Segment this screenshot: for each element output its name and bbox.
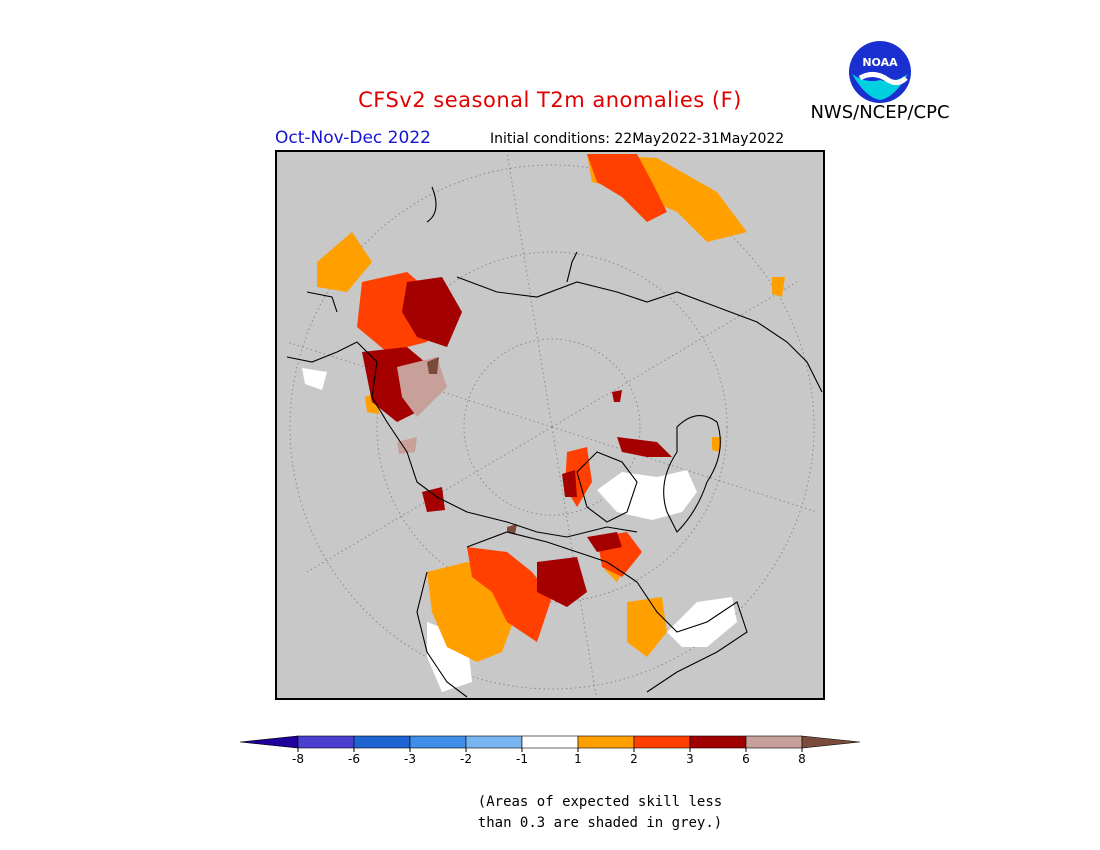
colorbar-segment <box>465 735 523 749</box>
colorbar-tick-label: 8 <box>798 752 806 766</box>
graticule <box>286 152 818 698</box>
colorbar-tick-label: 1 <box>574 752 582 766</box>
coastlines <box>286 186 823 698</box>
colorbar-segment <box>689 735 747 749</box>
colorbar-left-arrow <box>239 735 299 749</box>
anomaly-above-8-region <box>427 357 517 534</box>
footnote-line-1: (Areas of expected skill less <box>477 794 723 810</box>
colorbar-segment <box>745 735 803 749</box>
colorbar-tick-label: 3 <box>686 752 694 766</box>
colorbar-tick-label: -8 <box>292 752 304 766</box>
colorbar-segment <box>297 735 355 749</box>
colorbar-tick-label: 6 <box>742 752 750 766</box>
anomaly-near-normal-region <box>302 368 737 692</box>
colorbar-segment <box>633 735 691 749</box>
colorbar-tick-label: -1 <box>516 752 528 766</box>
colorbar-segment <box>577 735 635 749</box>
skill-footnote: (Areas of expected skill less than 0.3 a… <box>440 792 760 834</box>
colorbar-segments <box>297 735 803 749</box>
polar-map <box>275 150 825 700</box>
footnote-line-2: than 0.3 are shaded in grey.) <box>477 815 723 831</box>
chart-title: CFSv2 seasonal T2m anomalies (F) <box>358 88 742 112</box>
colorbar-tick-label: 2 <box>630 752 638 766</box>
initial-conditions-label: Initial conditions: 22May2022-31May2022 <box>490 131 785 147</box>
agency-label: NWS/NCEP/CPC <box>810 102 950 123</box>
noaa-logo: NOAA <box>849 41 911 103</box>
colorbar-ticks <box>297 748 803 752</box>
colorbar-segment <box>353 735 411 749</box>
colorbar-right-arrow <box>801 735 861 749</box>
colorbar-segment <box>409 735 467 749</box>
season-label: Oct-Nov-Dec 2022 <box>275 128 431 148</box>
colorbar-tick-label: -2 <box>460 752 472 766</box>
colorbar-tick-label: -6 <box>348 752 360 766</box>
logo-text: NOAA <box>862 56 898 69</box>
colorbar-segment <box>521 735 579 749</box>
colorbar <box>239 735 861 752</box>
colorbar-tick-label: -3 <box>404 752 416 766</box>
